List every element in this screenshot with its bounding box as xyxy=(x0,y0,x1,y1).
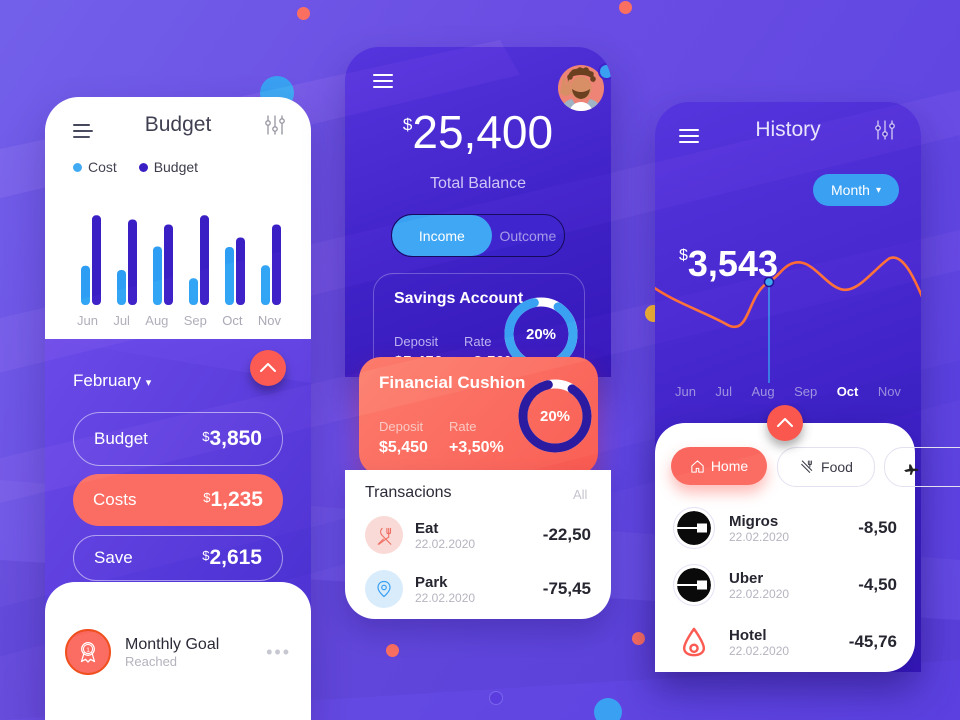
svg-text:20%: 20% xyxy=(526,326,556,343)
svg-text:20%: 20% xyxy=(540,408,570,425)
svg-text:1: 1 xyxy=(86,647,90,654)
